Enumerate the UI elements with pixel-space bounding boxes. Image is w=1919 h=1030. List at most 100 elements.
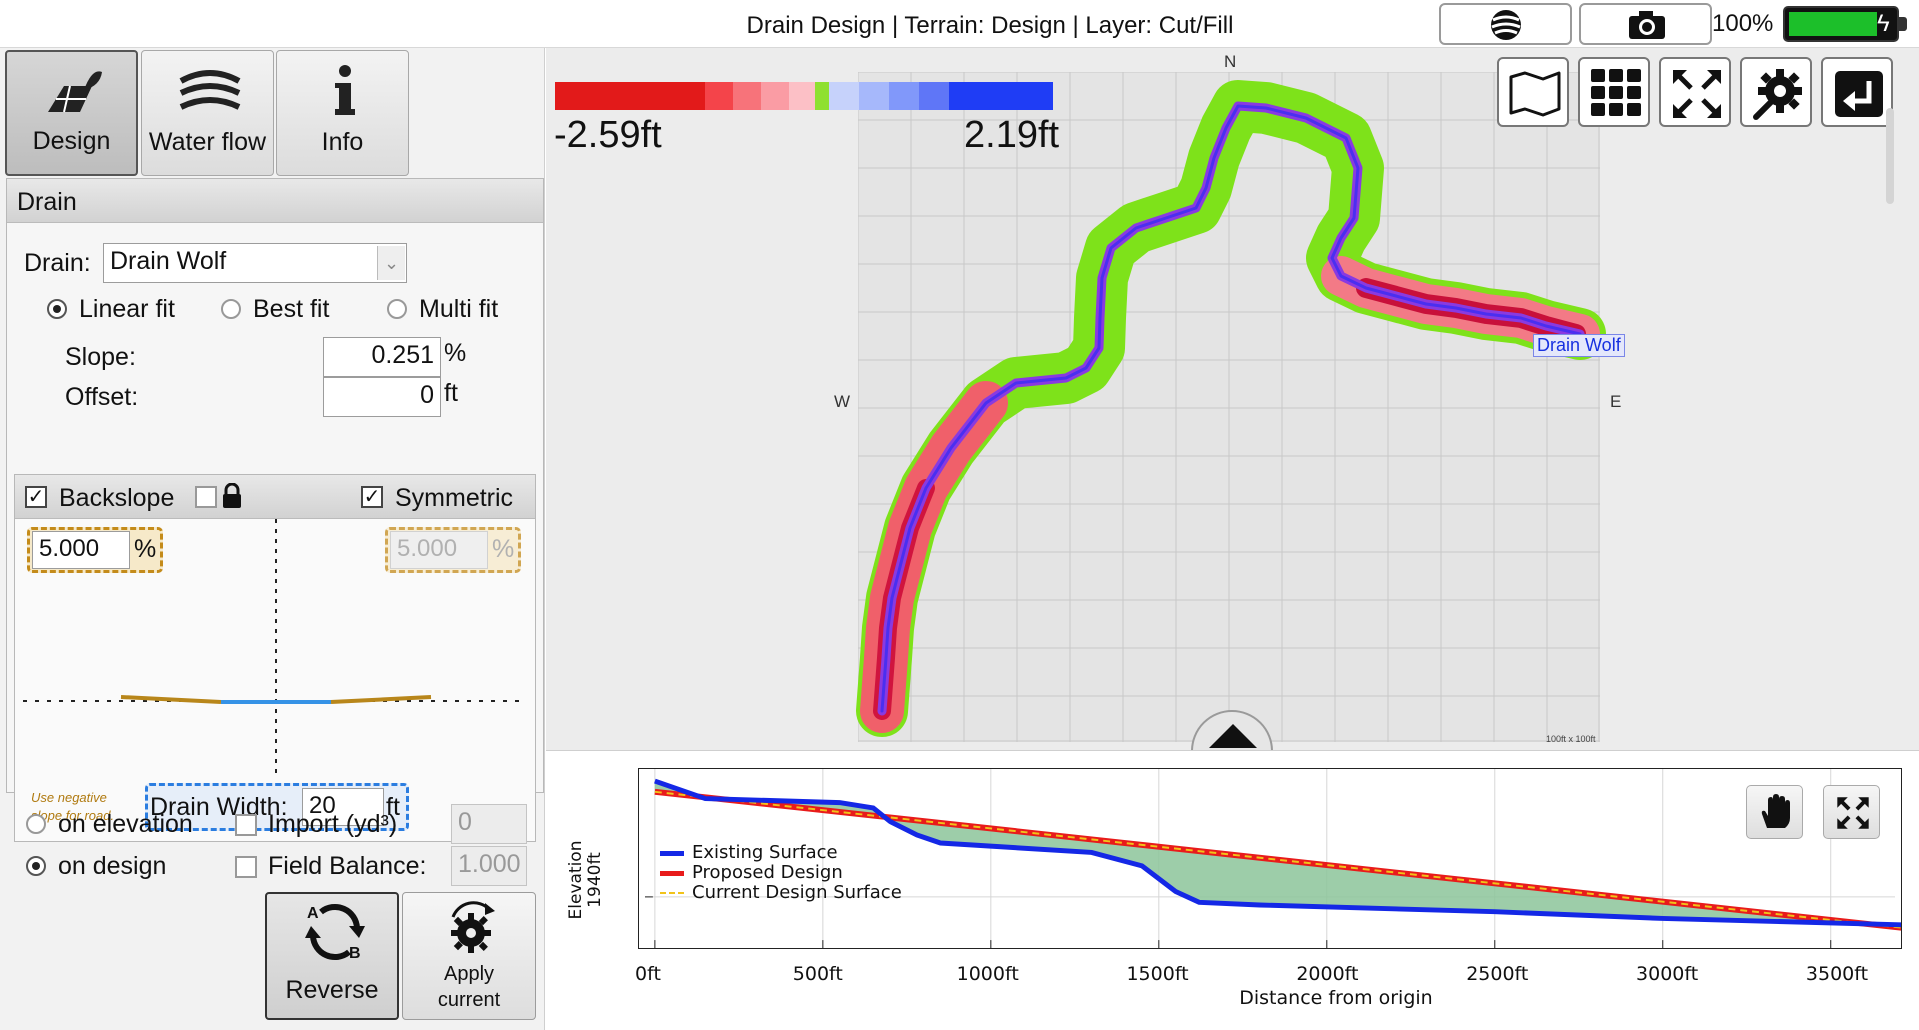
- tab-info-label: Info: [321, 128, 364, 156]
- x-tick-label: 3500ft: [1805, 963, 1869, 985]
- pan-button[interactable]: [1746, 785, 1803, 839]
- symmetric-label: Symmetric: [395, 484, 514, 512]
- multi-fit-radio[interactable]: [387, 299, 407, 319]
- linear-fit-radio[interactable]: [47, 299, 67, 319]
- offset-label: Offset:: [65, 383, 139, 411]
- scale-max-label: 2.19ft: [964, 114, 1060, 156]
- reverse-button[interactable]: A B Reverse: [265, 892, 399, 1020]
- cut-fill-area: [654, 781, 1901, 928]
- tab-water-flow-label: Water flow: [148, 128, 267, 156]
- profile-x-ticks: 0ft 500ft 1000ft 1500ft 2000ft 2500ft 3000ft 35…: [546, 963, 1919, 987]
- legend-current-swatch: [660, 892, 684, 894]
- map-settings-button[interactable]: [1740, 57, 1812, 127]
- expand-icon: [1837, 797, 1869, 829]
- backslope-left-unit: %: [134, 535, 157, 563]
- slope-label: Slope:: [65, 343, 136, 371]
- backslope-label: Backslope: [59, 484, 175, 512]
- compass-west: W: [834, 392, 851, 411]
- drain-section-header: Drain: [7, 179, 543, 223]
- apply-current-label: Apply current: [403, 961, 535, 1013]
- legend-proposed-label: Proposed Design: [692, 862, 843, 883]
- backslope-lock-checkbox[interactable]: [195, 486, 217, 508]
- profile-expand-button[interactable]: [1823, 785, 1880, 839]
- cross-section-diagram: [23, 519, 527, 779]
- camera-button[interactable]: [1579, 3, 1712, 45]
- chevron-up-icon: [1209, 724, 1257, 748]
- profile-x-label: Distance from origin: [1239, 987, 1433, 1009]
- x-tick-label: 0ft: [635, 963, 661, 985]
- symmetric-checkbox[interactable]: ✓: [361, 486, 383, 508]
- reverse-label: Reverse: [285, 976, 379, 1004]
- drain-section-title: Drain: [17, 188, 77, 216]
- apply-current-button[interactable]: Apply current: [402, 892, 536, 1020]
- globe-button[interactable]: [1439, 3, 1572, 45]
- import-checkbox[interactable]: [235, 814, 257, 836]
- tab-design[interactable]: Design: [5, 50, 138, 176]
- drain-name-label[interactable]: Drain Wolf: [1533, 334, 1625, 357]
- tab-water-flow[interactable]: Water flow: [141, 50, 274, 176]
- drain-select[interactable]: Drain Wolf: [103, 243, 407, 283]
- profile-y-label: Elevation 1940ft: [556, 817, 616, 937]
- field-balance-checkbox[interactable]: [235, 856, 257, 878]
- tab-info[interactable]: Info: [276, 50, 409, 176]
- battery-icon: ϟ: [1783, 6, 1899, 42]
- backslope-right-unit: %: [492, 535, 515, 563]
- backslope-box: ✓ Backslope ✓ Symmetric 5.000 % 5.000 % …: [14, 474, 536, 842]
- map-scrollbar[interactable]: [1886, 108, 1894, 204]
- backslope-left-wrap: 5.000 %: [27, 527, 163, 573]
- grid-scale-note: 100ft x 100ft: [1546, 734, 1596, 744]
- backslope-right-input: 5.000: [390, 531, 488, 569]
- profile-panel: Elevation 1940ft Existing Surface Propos…: [546, 750, 1919, 1030]
- x-tick-label: 500ft: [792, 963, 843, 985]
- on-elevation-radio[interactable]: [26, 814, 46, 834]
- field-balance-label: Field Balance:: [268, 852, 427, 880]
- import-input: 0: [451, 804, 527, 844]
- series-current-design-surface: [654, 790, 1901, 929]
- settings-icon: [1753, 69, 1802, 120]
- on-elevation-label: on elevation: [58, 810, 193, 838]
- map-view[interactable]: -2.59ft 2.19ft N E W Drain Wolf 100ft x …: [546, 48, 1919, 750]
- backslope-left-input[interactable]: 5.000: [32, 531, 130, 569]
- multi-fit-label: Multi fit: [419, 295, 499, 323]
- x-tick-label: 3000ft: [1636, 963, 1699, 985]
- water-flow-icon: [179, 70, 241, 110]
- offset-input[interactable]: 0: [323, 377, 441, 417]
- drain-width-input[interactable]: 20: [302, 788, 384, 826]
- map-layer-button[interactable]: [1497, 57, 1569, 127]
- linear-fit-label: Linear fit: [79, 295, 175, 323]
- compass-east: E: [1610, 392, 1622, 411]
- battery-percent: 100%: [1712, 10, 1774, 37]
- x-tick-label: 2000ft: [1296, 963, 1359, 985]
- offset-unit: ft: [444, 379, 458, 407]
- chevron-down-icon[interactable]: ⌄: [377, 246, 405, 280]
- camera-icon: [1629, 11, 1665, 39]
- drain-select-value: Drain Wolf: [110, 247, 227, 275]
- globe-icon: [1491, 10, 1521, 40]
- info-icon: [335, 65, 355, 115]
- grid-icon: [1591, 69, 1641, 116]
- drain-path-overlay: [856, 80, 1606, 737]
- fit-extent-button[interactable]: [1659, 57, 1731, 127]
- tab-design-label: Design: [32, 127, 111, 155]
- slope-input[interactable]: 0.251: [323, 337, 441, 377]
- scale-min-label: -2.59ft: [554, 114, 662, 156]
- exit-icon: [1835, 71, 1883, 117]
- backslope-checkbox[interactable]: ✓: [25, 486, 47, 508]
- best-fit-label: Best fit: [253, 295, 330, 323]
- title-bar: Drain Design | Terrain: Design | Layer: …: [0, 0, 1919, 48]
- backslope-right-wrap: 5.000 %: [385, 527, 521, 573]
- exit-button[interactable]: [1821, 57, 1893, 127]
- battery-level-bar: [1789, 12, 1877, 36]
- grid-button[interactable]: [1578, 57, 1650, 127]
- legend-current-label: Current Design Surface: [692, 882, 902, 903]
- on-design-radio[interactable]: [26, 856, 46, 876]
- import-label: Import (yd³): [268, 810, 398, 838]
- svg-text:B: B: [349, 945, 361, 962]
- drain-width-wrap: Drain Width: 20 ft: [145, 783, 409, 831]
- window-title: Drain Design | Terrain: Design | Layer: …: [746, 12, 1234, 39]
- best-fit-radio[interactable]: [221, 299, 241, 319]
- hand-icon: [1761, 794, 1790, 828]
- field-balance-input: 1.000: [451, 846, 527, 886]
- x-tick-label: 2500ft: [1466, 963, 1529, 985]
- apply-label-line2: current: [437, 989, 501, 1011]
